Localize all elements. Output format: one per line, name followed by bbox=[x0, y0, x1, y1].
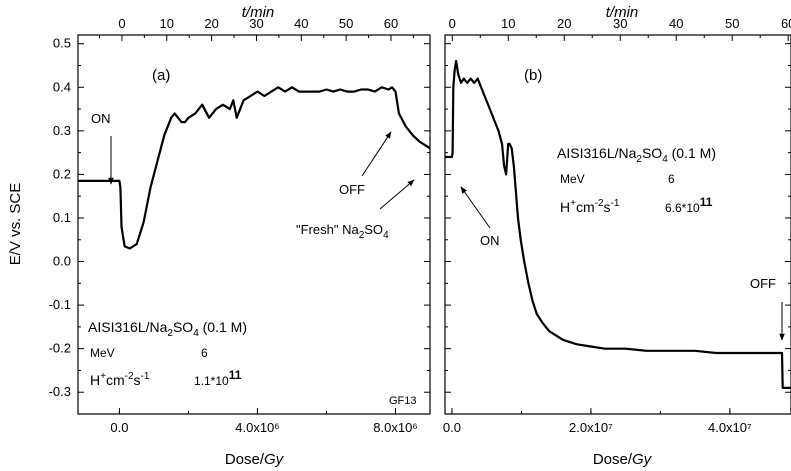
top-tick-label: 40 bbox=[669, 16, 683, 31]
annotation-on: ON bbox=[91, 111, 111, 126]
top-tick-label: 60 bbox=[781, 16, 791, 31]
arrow-off bbox=[361, 131, 392, 177]
x-axis-label-b: Dose/Gy bbox=[593, 451, 653, 468]
info-energy-label: MeV bbox=[90, 346, 115, 360]
panel-b-frame bbox=[444, 34, 791, 415]
annotation-on-b: ON bbox=[480, 233, 500, 248]
y-tick-label: 0.3 bbox=[53, 123, 71, 138]
x-tick-label: 0.0 bbox=[110, 420, 128, 435]
series-line-b bbox=[445, 59, 791, 389]
x-tick-label: 8.0x10⁶ bbox=[373, 420, 417, 435]
top-tick-label: 50 bbox=[725, 16, 739, 31]
y-tick-label: 0.5 bbox=[53, 36, 71, 51]
panel-b-series-group bbox=[445, 59, 791, 389]
top-tick-label: 20 bbox=[557, 16, 571, 31]
x-tick-label: 4.0x10⁷ bbox=[708, 420, 752, 435]
panel-a-info: AISI316L/Na2SO4 (0.1 M) MeV 6 H+cm-2s-1 … bbox=[88, 319, 247, 388]
panel-a-frame bbox=[77, 34, 431, 415]
panel-b: t/min 0.0 2.0x10⁷ 4.0x10⁷ 0 10 20 30 40 50 60 (b)… bbox=[443, 4, 791, 468]
info-energy-value: 6 bbox=[201, 346, 208, 360]
top-tick-label: 50 bbox=[339, 16, 353, 31]
info-material-b: AISI316L/Na2SO4 (0.1 M) bbox=[557, 145, 716, 165]
info-energy-value-b: 6 bbox=[668, 172, 675, 186]
annotation-off-b: OFF bbox=[750, 276, 776, 291]
info-energy-label-b: MeV bbox=[560, 172, 585, 186]
y-tick-label: 0.2 bbox=[53, 166, 71, 181]
top-tick-label: 20 bbox=[204, 16, 218, 31]
y-tick-label: -0.2 bbox=[49, 341, 71, 356]
panel-b-info: AISI316L/Na2SO4 (0.1 M) MeV 6 H+cm-2s-1 … bbox=[557, 145, 716, 215]
top-tick-label: 30 bbox=[249, 16, 263, 31]
x-tick-label: 2.0x10⁷ bbox=[569, 420, 613, 435]
y-tick-label: 0.4 bbox=[53, 79, 71, 94]
x-axis-label: Dose/Gy bbox=[225, 451, 285, 468]
y-tick-label: -0.3 bbox=[49, 384, 71, 399]
info-flux-value-b: 6.6*1011 bbox=[665, 195, 713, 215]
top-axis-label: t/min bbox=[242, 4, 275, 21]
y-tick-label: -0.1 bbox=[49, 297, 71, 312]
y-axis-label: E/V vs. SCE bbox=[7, 183, 24, 266]
annotation-gf13: GF13 bbox=[389, 395, 417, 407]
panel-b-ticks: 0.0 2.0x10⁷ 4.0x10⁷ 0 10 20 30 40 50 60 bbox=[443, 16, 791, 435]
top-tick-label: 10 bbox=[501, 16, 515, 31]
top-tick-label: 10 bbox=[160, 16, 174, 31]
top-axis-label-b: t/min bbox=[606, 4, 639, 21]
top-tick-label: 40 bbox=[294, 16, 308, 31]
panel-a-label: (a) bbox=[152, 67, 170, 84]
y-tick-label: 0.1 bbox=[53, 210, 71, 225]
y-tick-label: 0.0 bbox=[53, 254, 71, 269]
annotation-fresh: "Fresh" Na2SO4 bbox=[296, 222, 389, 241]
arrow-on-b bbox=[460, 186, 491, 229]
top-tick-label: 60 bbox=[384, 16, 398, 31]
x-tick-label: 4.0x10⁶ bbox=[235, 420, 279, 435]
info-material: AISI316L/Na2SO4 (0.1 M) bbox=[88, 319, 247, 339]
annotation-off: OFF bbox=[339, 182, 365, 197]
series-line-a bbox=[78, 86, 431, 250]
info-flux-label: H+cm-2s-1 bbox=[90, 371, 150, 388]
panel-a-series-group bbox=[78, 86, 431, 250]
top-tick-label: 0 bbox=[118, 16, 125, 31]
top-tick-label: 0 bbox=[449, 16, 456, 31]
panel-a: E/V vs. SCE t/min 0.0 4.0x10⁶ 8.0x10⁶ 0 10 20… bbox=[7, 4, 431, 468]
x-tick-label: 0.0 bbox=[443, 420, 461, 435]
info-flux-label-b: H+cm-2s-1 bbox=[560, 198, 620, 215]
top-tick-label: 30 bbox=[613, 16, 627, 31]
arrow-fresh bbox=[379, 179, 415, 210]
panel-b-label: (b) bbox=[524, 67, 542, 84]
panel-a-ticks: 0.0 4.0x10⁶ 8.0x10⁶ 0 10 20 30 40 50 60 -0.3 -0.2 -0… bbox=[49, 16, 430, 435]
info-flux-value: 1.1*1011 bbox=[194, 368, 242, 388]
